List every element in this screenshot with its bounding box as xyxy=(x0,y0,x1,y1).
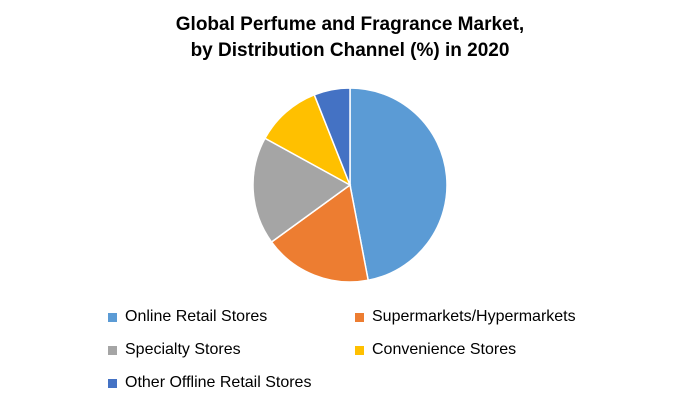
legend-swatch-online-retail-stores xyxy=(108,312,117,322)
legend-label-other-offline-retail-stores: Other Offline Retail Stores xyxy=(125,374,312,391)
legend-item-online-retail-stores: Online Retail Stores xyxy=(108,307,267,327)
legend-label-specialty-stores: Specialty Stores xyxy=(125,341,241,358)
legend-item-convenience-stores: Convenience Stores xyxy=(355,340,516,360)
legend-label-online-retail-stores: Online Retail Stores xyxy=(125,308,268,325)
chart-title-line-2: by Distribution Channel (%) in 2020 xyxy=(190,40,510,61)
chart-title-line-1: Global Perfume and Fragrance Market, xyxy=(175,14,525,35)
pie-slice-specialty-stores xyxy=(252,137,352,244)
legend-item-supermarkets-hypermarkets: Supermarkets/Hypermarkets xyxy=(355,307,576,327)
legend-item-specialty-stores: Specialty Stores xyxy=(108,340,241,360)
legend-label-convenience-stores: Convenience Stores xyxy=(372,341,517,358)
legend-swatch-other-offline-retail-stores xyxy=(108,378,117,388)
legend-swatch-supermarkets-hypermarkets xyxy=(355,312,364,322)
legend-item-other-offline-retail-stores: Other Offline Retail Stores xyxy=(108,373,311,393)
chart-title: Global Perfume and Fragrance Market, by … xyxy=(0,12,700,64)
legend-swatch-convenience-stores xyxy=(355,345,364,355)
pie-slice-supermarkets-hypermarkets xyxy=(270,183,370,283)
pie-slice-other-offline-retail-stores xyxy=(313,87,351,186)
legend-swatch-specialty-stores xyxy=(108,345,117,355)
pie-slice-convenience-stores xyxy=(263,93,352,187)
legend-label-supermarkets-hypermarkets: Supermarkets/Hypermarkets xyxy=(372,308,576,325)
pie-slice-online-retail-stores xyxy=(349,87,448,282)
